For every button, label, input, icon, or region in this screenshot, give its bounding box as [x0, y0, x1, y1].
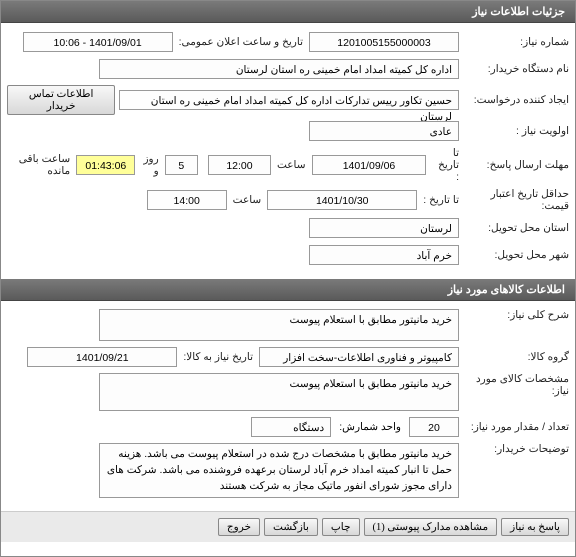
row-goods-spec: مشخصات کالای مورد نیاز: خرید مانیتور مطا…	[7, 373, 569, 411]
deadline-time-label: ساعت	[271, 159, 312, 171]
price-validity-time-label: ساعت	[227, 194, 268, 206]
row-priority: اولویت نیاز : عادی	[7, 120, 569, 142]
attachments-button[interactable]: مشاهده مدارک پیوستی (1)	[364, 518, 498, 536]
deadline-days: 5	[165, 155, 198, 175]
deadline-remain-label: ساعت باقی مانده	[7, 153, 76, 177]
price-validity-date: 1401/10/30	[267, 190, 417, 210]
deadline-label: مهلت ارسال پاسخ:	[459, 159, 569, 171]
province-label: استان محل تحویل:	[459, 222, 569, 234]
form-area-1: شماره نیاز: 1201005155000003 تاریخ و ساع…	[1, 23, 575, 279]
row-general-desc: شرح کلی نیاز: خرید مانیتور مطابق با استع…	[7, 309, 569, 341]
goods-spec-label: مشخصات کالای مورد نیاز:	[459, 373, 569, 397]
exit-button[interactable]: خروج	[218, 518, 260, 536]
row-goods-group: گروه کالا: کامپیوتر و فناوری اطلاعات-سخت…	[7, 346, 569, 368]
row-price-validity: حداقل تاریخ اعتبار قیمت: تا تاریخ : 1401…	[7, 188, 569, 212]
section1-header: جزئیات اطلاعات نیاز	[1, 1, 575, 23]
button-bar: پاسخ به نیاز مشاهده مدارک پیوستی (1) چاپ…	[1, 511, 575, 542]
quantity-unit-label: واحد شمارش:	[331, 421, 409, 433]
goods-group-date-label: تاریخ نیاز به کالا:	[177, 351, 259, 363]
province-value: لرستان	[309, 218, 459, 238]
print-button[interactable]: چاپ	[322, 518, 360, 536]
row-request-creator: ایجاد کننده درخواست: حسین تکاور رییس تدا…	[7, 85, 569, 115]
buyer-notes-value: خرید مانیتور مطابق با مشخصات درج شده در …	[99, 443, 459, 498]
request-creator-label: ایجاد کننده درخواست:	[459, 94, 569, 106]
need-number-value: 1201005155000003	[309, 32, 459, 52]
priority-value: عادی	[309, 121, 459, 141]
deadline-days-label: روز و	[135, 153, 164, 177]
city-value: خرم آباد	[309, 245, 459, 265]
row-buyer-org: نام دستگاه خریدار: اداره کل کمیته امداد …	[7, 58, 569, 80]
general-desc-label: شرح کلی نیاز:	[459, 309, 569, 321]
section2-header: اطلاعات کالاهای مورد نیاز	[1, 279, 575, 301]
deadline-date: 1401/09/06	[312, 155, 427, 175]
row-deadline: مهلت ارسال پاسخ: تا تاریخ : 1401/09/06 س…	[7, 147, 569, 183]
buyer-org-value: اداره کل کمیته امداد امام خمینی ره استان…	[99, 59, 459, 79]
deadline-remain-time: 01:43:06	[76, 155, 135, 175]
main-container: جزئیات اطلاعات نیاز شماره نیاز: 12010051…	[0, 0, 576, 557]
price-validity-to-label: تا تاریخ :	[417, 194, 459, 206]
deadline-time: 12:00	[208, 155, 271, 175]
priority-label: اولویت نیاز :	[459, 125, 569, 137]
goods-spec-value: خرید مانیتور مطابق با استعلام پیوست	[99, 373, 459, 411]
section2-title: اطلاعات کالاهای مورد نیاز	[448, 284, 565, 296]
goods-group-value: کامپیوتر و فناوری اطلاعات-سخت افزار	[259, 347, 459, 367]
price-validity-label: حداقل تاریخ اعتبار قیمت:	[459, 188, 569, 212]
buyer-notes-label: توضیحات خریدار:	[459, 443, 569, 455]
need-number-label: شماره نیاز:	[459, 36, 569, 48]
request-creator-value: حسین تکاور رییس تدارکات اداره کل کمیته ا…	[119, 90, 459, 110]
contact-buyer-button[interactable]: اطلاعات تماس خریدار	[7, 85, 115, 115]
row-city: شهر محل تحویل: خرم آباد	[7, 244, 569, 266]
row-buyer-notes: توضیحات خریدار: خرید مانیتور مطابق با مش…	[7, 443, 569, 498]
row-province: استان محل تحویل: لرستان	[7, 217, 569, 239]
price-validity-time: 14:00	[147, 190, 227, 210]
back-button[interactable]: بازگشت	[264, 518, 318, 536]
row-need-number: شماره نیاز: 1201005155000003 تاریخ و ساع…	[7, 31, 569, 53]
general-desc-value: خرید مانیتور مطابق با استعلام پیوست	[99, 309, 459, 341]
quantity-value: 20	[409, 417, 459, 437]
row-quantity: تعداد / مقدار مورد نیاز: 20 واحد شمارش: …	[7, 416, 569, 438]
city-label: شهر محل تحویل:	[459, 249, 569, 261]
section1-title: جزئیات اطلاعات نیاز	[472, 6, 565, 18]
quantity-label: تعداد / مقدار مورد نیاز:	[459, 421, 569, 433]
respond-button[interactable]: پاسخ به نیاز	[501, 518, 569, 536]
deadline-to-label: تا تاریخ :	[426, 147, 459, 183]
quantity-unit: دستگاه	[251, 417, 331, 437]
goods-group-date: 1401/09/21	[27, 347, 177, 367]
goods-group-label: گروه کالا:	[459, 351, 569, 363]
buyer-org-label: نام دستگاه خریدار:	[459, 63, 569, 75]
form-area-2: شرح کلی نیاز: خرید مانیتور مطابق با استع…	[1, 301, 575, 511]
announce-date-label: تاریخ و ساعت اعلان عمومی:	[173, 36, 309, 48]
announce-date-value: 1401/09/01 - 10:06	[23, 32, 173, 52]
